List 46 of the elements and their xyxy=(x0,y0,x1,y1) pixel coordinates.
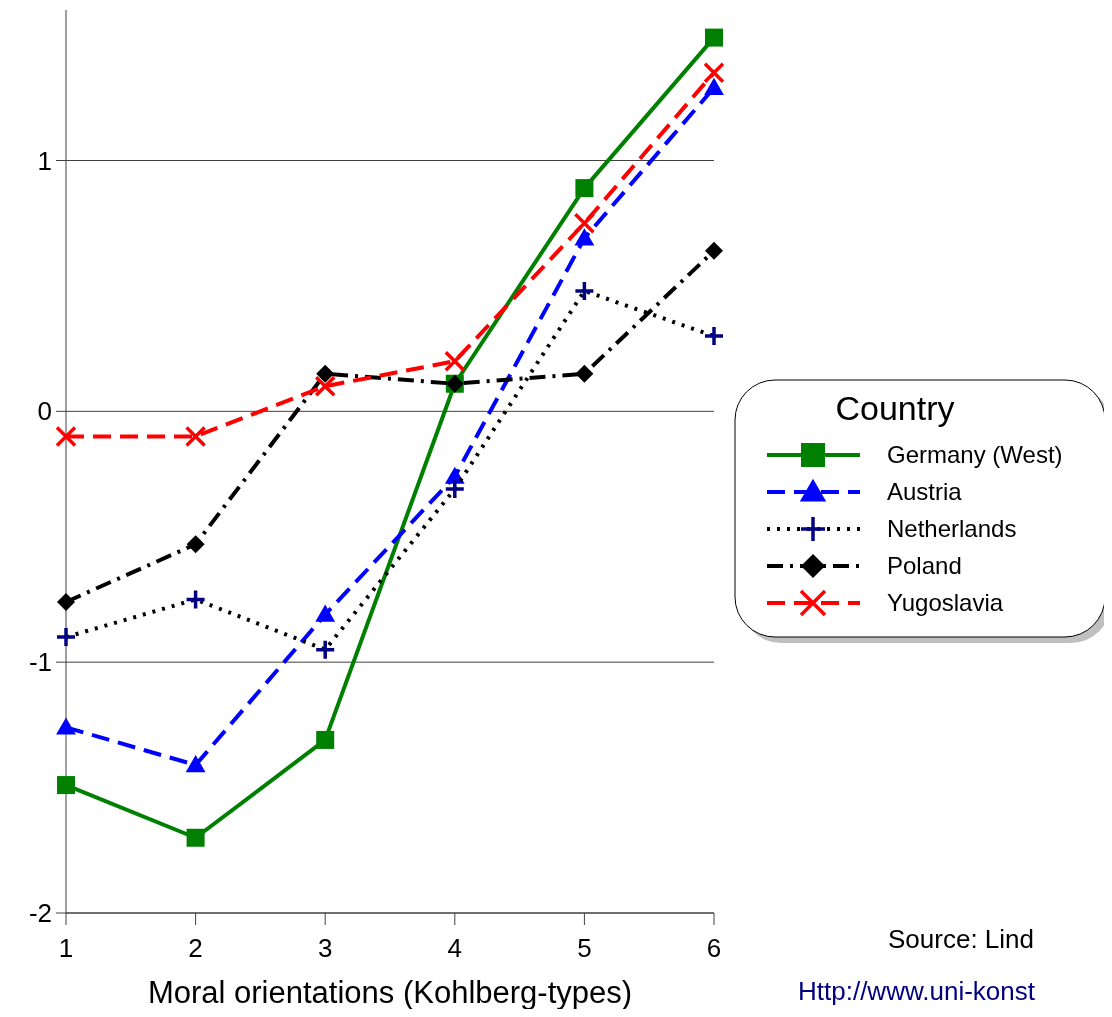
point xyxy=(56,717,76,735)
x-tick-label: 4 xyxy=(447,933,463,963)
point xyxy=(575,179,594,198)
point xyxy=(186,828,205,847)
point xyxy=(705,241,723,260)
point xyxy=(316,730,335,749)
x-tick-label: 6 xyxy=(706,933,722,963)
y-tick-label: 0 xyxy=(37,396,52,427)
legend-label: Yugoslavia xyxy=(887,589,1004,617)
y-tick-label: -2 xyxy=(28,898,52,929)
point xyxy=(573,212,596,234)
point xyxy=(184,588,207,611)
point xyxy=(185,755,206,773)
legend-label: Germany (West) xyxy=(887,441,1063,469)
text: Http://www.uni-konst xyxy=(798,976,1036,1006)
point xyxy=(703,325,725,347)
x-axis-title: Moral orientations (Kohlberg-types) xyxy=(147,975,633,1010)
source-note: Source: Lind xyxy=(888,924,1034,954)
point xyxy=(573,280,596,302)
point xyxy=(55,425,77,448)
point xyxy=(316,364,335,383)
legend-label: Austria xyxy=(887,478,963,506)
point xyxy=(703,61,725,84)
point xyxy=(314,638,336,661)
point xyxy=(575,364,594,383)
y-tick-label: -1 xyxy=(28,647,52,678)
x-tick-label: 2 xyxy=(188,933,203,963)
point xyxy=(186,535,205,554)
point xyxy=(315,604,336,622)
point xyxy=(704,77,724,95)
point xyxy=(314,375,336,397)
y-tick-label: 1 xyxy=(37,145,52,176)
point xyxy=(57,776,75,795)
point xyxy=(705,28,723,47)
legend-title: Country xyxy=(835,389,955,427)
point xyxy=(184,425,207,448)
point xyxy=(444,350,466,372)
x-tick-label: 5 xyxy=(577,933,592,963)
legend-label: Netherlands xyxy=(887,515,1017,543)
legend-label: Poland xyxy=(887,552,962,580)
point xyxy=(57,592,75,611)
point xyxy=(55,626,77,648)
point xyxy=(444,478,466,500)
x-tick-label: 3 xyxy=(317,933,333,963)
x-tick-label: 1 xyxy=(58,933,74,963)
point xyxy=(574,228,595,246)
